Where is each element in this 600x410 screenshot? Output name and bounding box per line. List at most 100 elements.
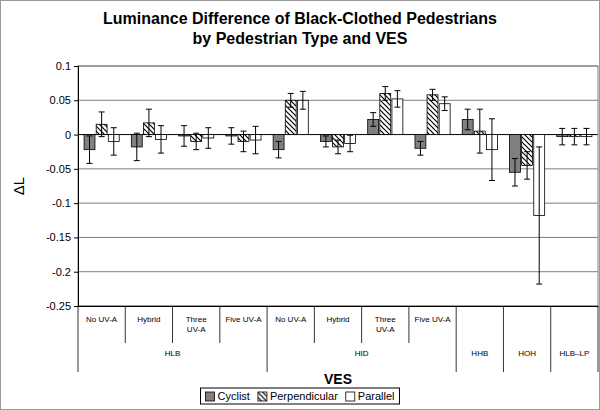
separator [172,306,173,343]
error-bar [111,128,117,155]
x-tick: Hybrid [137,315,160,324]
x-tick: No UV-A [86,315,118,324]
error-bar [228,128,234,144]
error-bar [134,133,140,160]
error-bar [335,140,341,154]
error-bar [394,91,400,107]
y-tick-label: 0.05 [50,94,71,106]
x-axis-separators [78,306,598,372]
error-bar [158,126,164,153]
x-tick: Hybrid [326,315,349,324]
y-tick: -0.2 [52,266,78,278]
x-group-label: HLB [165,349,181,358]
plot-frame [78,66,598,306]
y-tick-label: 0.1 [56,60,71,72]
x-group-label: HHB [471,349,488,358]
y-tick-mark [74,66,78,67]
error-bar [571,128,577,144]
chart: Luminance Difference of Black-Clothed Pe… [0,0,600,410]
error-bar [430,89,436,100]
separator [456,306,457,372]
legend-item: Cyclist [206,390,250,402]
y-axis-line [74,67,79,307]
y-tick: -0.25 [46,300,78,312]
title: Luminance Difference of Black-Clothed Pe… [103,10,497,47]
x-axis-line [79,306,599,307]
error-bar [276,141,282,157]
legend-label: Parallel [358,390,395,402]
error-bar [205,128,211,149]
marks [84,87,592,284]
legend: Cyclist Perpendicular Parallel [201,388,400,404]
legend-box [201,388,400,404]
separator [598,306,599,372]
y-tick: 0.05 [50,94,78,106]
error-bar [323,136,329,147]
x-group-label: HLB–LP [559,349,589,358]
separator [125,306,126,343]
y-tick-mark [74,135,78,136]
x-tick-label: ThreeUV-A [186,315,207,334]
error-bar [382,87,388,101]
x-tick: ThreeUV-A [186,315,207,334]
error-bar [300,91,306,109]
x-tick: Five UV-A [225,315,262,324]
y-tick: -0.15 [46,231,78,243]
error-bar [193,133,199,149]
y-tick-mark [74,272,78,273]
error-bar [99,112,105,137]
error-bar [536,147,542,284]
x-tick-label: Five UV-A [225,315,262,324]
y-tick-mark [74,306,78,307]
error-bar [442,97,448,111]
error-bar [146,109,152,136]
separator [219,306,220,343]
error-bar [559,128,565,144]
separator [314,306,315,343]
x-tick: ThreeUV-A [375,315,396,334]
background [1,1,600,410]
error-bar [288,93,294,107]
x-group-label: HOH [518,349,536,358]
x-tick-label: No UV-A [86,315,118,324]
error-bar [524,152,530,179]
y-tick: 0.1 [56,60,78,72]
grid-line [78,271,598,272]
x-group-labels: HLB HID HHB HOH HLB–LP [165,349,589,358]
error-bar [240,131,246,152]
error-bar [347,135,353,151]
y-tick-mark [74,169,78,170]
y-tick: -0.05 [46,163,78,175]
grid-line [78,237,598,238]
x-axis-title: VES [324,371,352,387]
grid-line [78,203,598,204]
error-bar [87,136,93,163]
legend-label: Perpendicular [270,390,338,402]
y-tick-label: -0.15 [46,231,71,243]
grid [78,66,598,306]
legend-item: Perpendicular [258,390,338,402]
separator [267,306,268,372]
y-tick: 0 [65,129,78,141]
error-bar [512,159,518,186]
x-tick-label: Hybrid [326,315,349,324]
error-bar [465,109,471,130]
y-tick-label: -0.1 [52,197,71,209]
separator [361,306,362,343]
error-bar [181,126,187,147]
x-tick-label: ThreeUV-A [375,315,396,334]
y-axis: -0.25 -0.2 -0.15 -0.1 -0.05 0 0.05 0.1 [46,60,79,312]
x-tick-label: Five UV-A [415,315,452,324]
error-bar [370,113,376,127]
separator [408,306,409,343]
grid-line [78,100,598,101]
x-group-label: HID [355,349,369,358]
legend-item: Parallel [346,390,395,402]
y-tick-label: -0.25 [46,300,71,312]
legend-swatch [206,392,215,401]
error-bar [417,141,423,155]
x-axis: No UV-A Hybrid ThreeUV-A Five UV-A No UV-A Hy… [79,307,599,335]
x-tick-label: No UV-A [275,315,307,324]
separator [550,306,551,372]
error-bar [253,126,259,153]
